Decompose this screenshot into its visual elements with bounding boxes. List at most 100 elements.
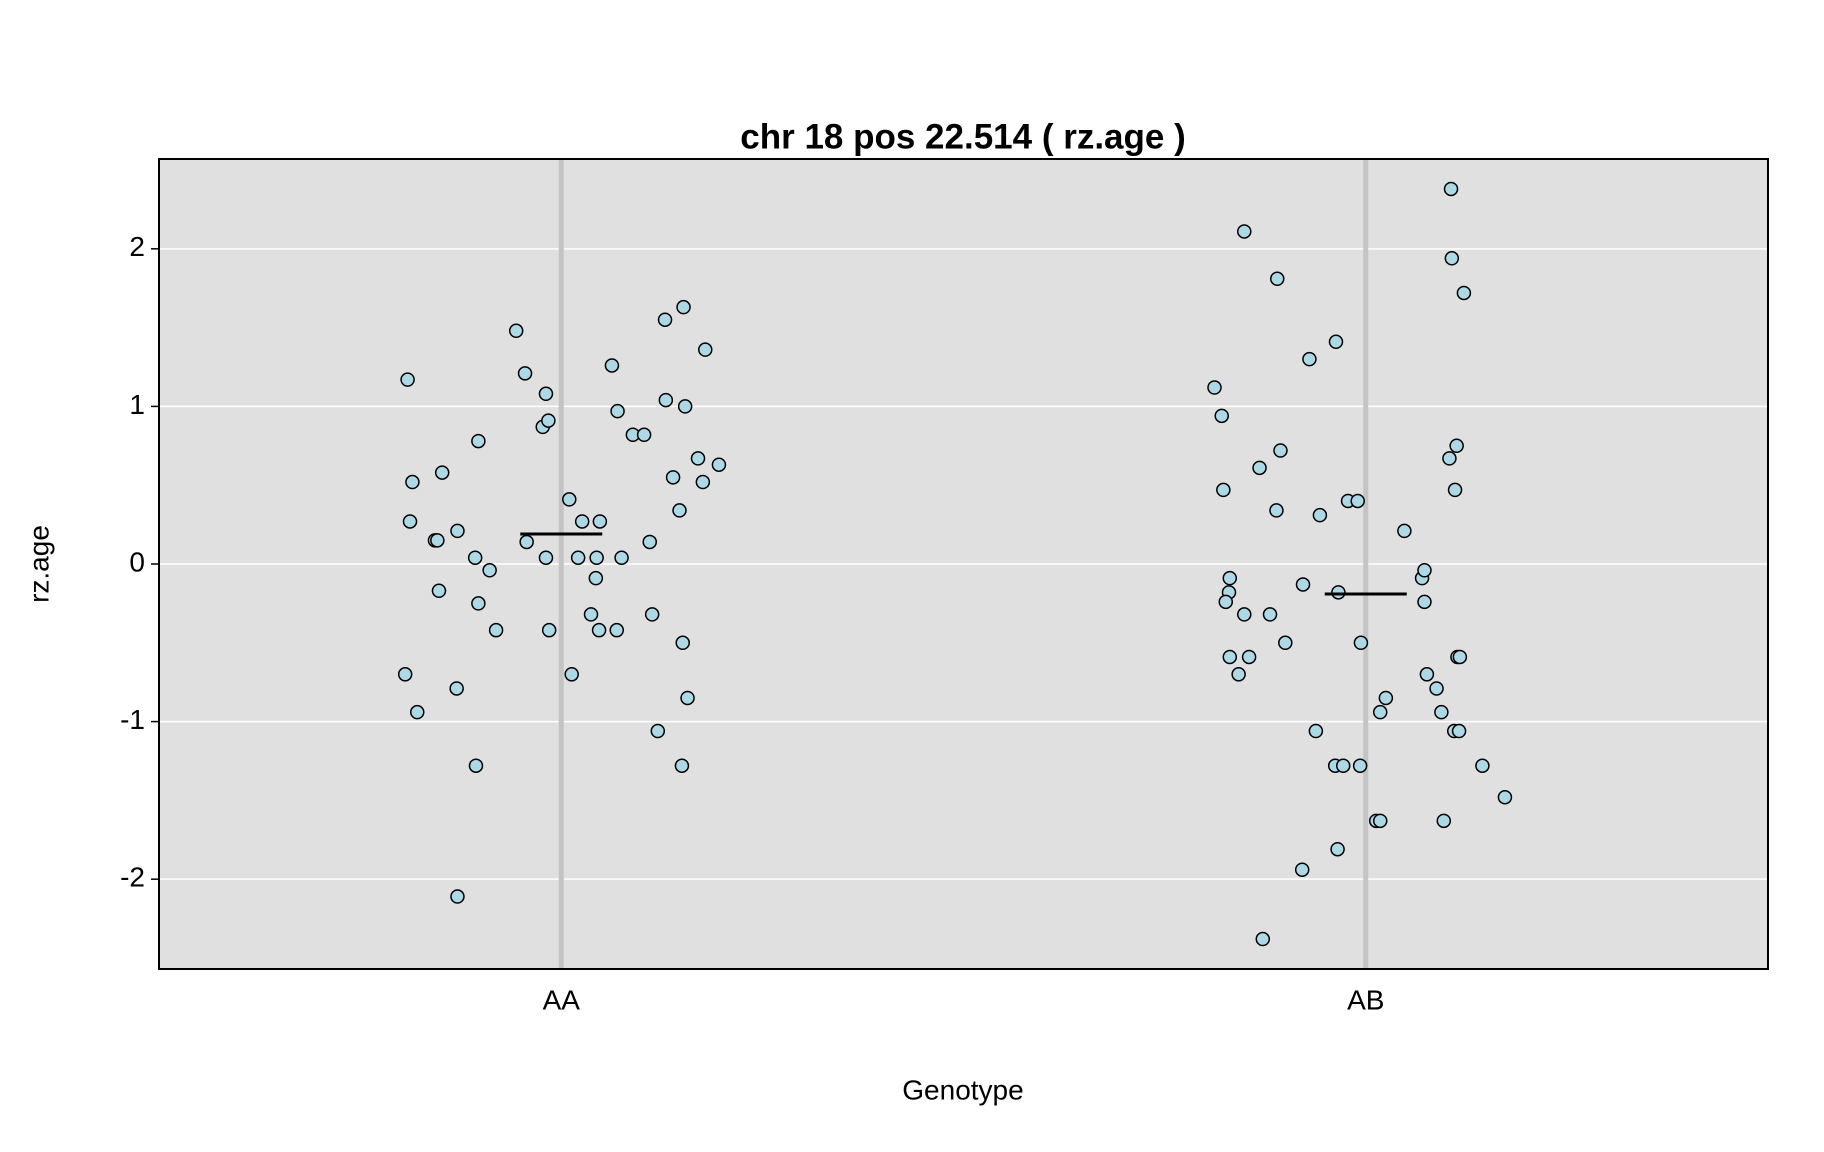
point [1231,667,1246,682]
point [402,514,418,529]
x-tick-label: AB [1347,984,1384,1015]
point [574,514,590,529]
x-tick-label: AA [543,984,581,1015]
point [592,514,608,529]
y-tick-label: 0 [129,546,145,577]
point [1252,460,1267,476]
point [674,758,690,773]
point [430,533,445,548]
point [657,312,673,327]
point [588,570,604,586]
point [1312,507,1328,523]
point [538,386,554,402]
point [467,550,483,565]
point [675,635,690,651]
point [1372,704,1388,720]
point [609,622,625,638]
point [1207,380,1222,395]
point [1451,723,1467,739]
point [450,889,465,904]
point [1352,758,1368,773]
point [468,758,484,773]
point [517,366,533,381]
x-axis-label: Genotype [902,1074,1023,1105]
point [1447,482,1463,498]
point [642,534,657,550]
y-tick-label: -1 [120,704,145,735]
point [431,583,447,599]
point [1308,723,1324,739]
point [1417,594,1432,610]
point [1417,563,1432,578]
point [1335,758,1351,773]
point [644,607,660,622]
point [541,413,556,428]
point [698,342,713,357]
point [564,667,579,682]
point [397,667,413,682]
point [1294,862,1310,877]
point [508,323,524,339]
point [482,563,497,578]
point [604,358,620,373]
point [650,723,666,739]
point [1419,667,1435,682]
point [658,392,674,408]
point [519,534,534,550]
point [1429,681,1444,696]
point [450,523,465,539]
point [1262,607,1278,622]
point [591,622,607,638]
point [1452,649,1468,665]
point [449,681,464,696]
point [614,550,629,565]
point [636,427,652,443]
point [471,433,486,449]
point [1456,285,1472,301]
point [570,550,586,565]
point [1216,482,1231,498]
point [665,470,681,485]
point [610,403,625,419]
point [1222,570,1238,586]
point [711,457,727,472]
point [1241,649,1257,665]
point [677,399,693,414]
point [695,474,711,490]
point [1397,523,1412,539]
point [1330,841,1345,857]
point [1436,813,1452,829]
point [1302,351,1317,367]
point [400,372,415,387]
point [676,299,691,315]
point [1222,649,1238,665]
point [1269,503,1284,518]
point [1255,931,1271,947]
point [1270,271,1285,287]
point [562,492,577,507]
y-tick-label: 1 [129,389,145,420]
point [1295,577,1311,592]
point [680,690,695,706]
point [538,550,554,565]
point [1331,585,1346,600]
point [672,503,687,518]
point [1273,443,1288,458]
point [1214,408,1229,424]
point [1350,493,1365,509]
point [1372,813,1388,829]
point [1443,181,1459,197]
y-tick-label: -2 [120,862,145,893]
point [690,451,706,466]
point [1237,224,1252,239]
point [1449,438,1464,454]
chart-title: chr 18 pos 22.514 ( rz.age ) [740,117,1185,156]
point [488,622,504,638]
point [1278,635,1293,651]
point [589,550,604,565]
plot-layer [159,159,1768,969]
point [1442,451,1457,466]
point [1378,690,1394,706]
point [1444,251,1460,266]
